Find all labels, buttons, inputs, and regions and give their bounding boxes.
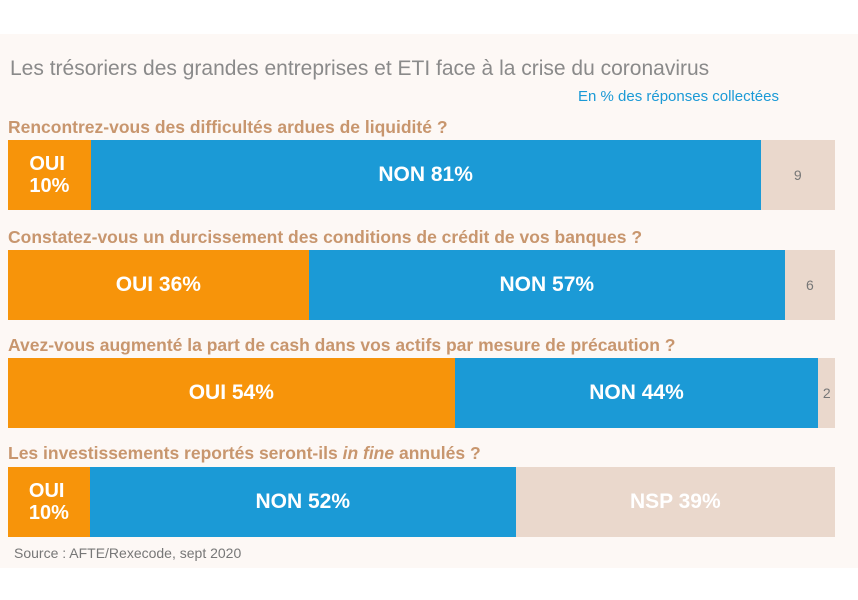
segment-label-non: NON 52%: [255, 490, 351, 513]
bar-segment-oui: OUI 10%: [8, 140, 91, 210]
segment-label-non: NON 81%: [378, 163, 473, 186]
bar-segment-nsp: 9: [760, 140, 835, 210]
segment-label-non: NON 44%: [589, 381, 684, 404]
question-4-text-start: Les investissements reportés seront-ils: [8, 443, 343, 463]
bar-segment-oui: OUI 54%: [8, 358, 455, 428]
segment-label-oui: OUI 54%: [188, 381, 274, 404]
segment-label-oui: OUI 36%: [115, 273, 201, 296]
question-4: Les investissements reportés seront-ils …: [8, 443, 481, 464]
chart-title: Les trésoriers des grandes entreprises e…: [10, 57, 710, 80]
bar-segment-nsp: NSP 39%: [515, 467, 835, 537]
question-1: Rencontrez-vous des difficultés ardues d…: [8, 117, 448, 137]
stacked-bar-3: OUI 54% NON 44% 2: [8, 358, 835, 428]
stacked-bar-2: OUI 36% NON 57% 6: [8, 250, 835, 320]
stacked-bar-4: OUI 10% NON 52% NSP 39%: [8, 467, 835, 537]
question-2: Constatez-vous un durcissement des condi…: [8, 227, 643, 247]
source-note: Source : AFTE/Rexecode, sept 2020: [14, 545, 242, 561]
bar-segment-nsp: 6: [784, 250, 835, 320]
segment-label-oui: OUI 10%: [29, 153, 70, 197]
bar-segment-non: NON 52%: [89, 467, 516, 537]
bar-segment-non: NON 57%: [308, 250, 785, 320]
segment-label-nsp: 9: [793, 167, 802, 183]
question-4-text-end: annulés ?: [394, 443, 481, 463]
stacked-bar-1: OUI 10% NON 81% 9: [8, 140, 835, 210]
segment-label-oui: OUI 10%: [28, 480, 69, 524]
question-4-text-italic: in fine: [342, 443, 395, 463]
chart-subtitle: En % des réponses collectées: [578, 88, 779, 105]
segment-label-nsp: NSP 39%: [629, 490, 721, 513]
segment-label-nsp: 6: [806, 277, 814, 293]
bar-segment-non: NON 81%: [90, 140, 761, 210]
bar-segment-nsp: 2: [818, 358, 835, 428]
bar-segment-oui: OUI 10%: [8, 467, 90, 537]
question-3: Avez-vous augmenté la part de cash dans …: [8, 335, 676, 355]
segment-label-non: NON 57%: [499, 273, 595, 296]
bar-segment-non: NON 44%: [454, 358, 819, 428]
bar-segment-oui: OUI 36%: [8, 250, 309, 320]
segment-label-nsp: 2: [822, 385, 831, 401]
